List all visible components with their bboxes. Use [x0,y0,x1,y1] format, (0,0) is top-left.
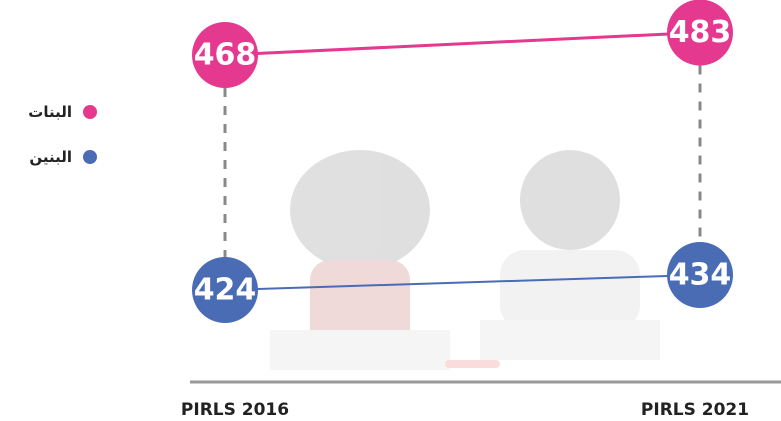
value-label: 434 [669,258,732,293]
value-label: 468 [194,38,257,73]
point [667,242,733,308]
point [192,257,258,323]
value-label: 483 [669,15,732,50]
x-tick-label: PIRLS 2016 [181,400,289,420]
series-line [224,274,701,291]
x-tick-label: PIRLS 2021 [641,400,749,420]
value-label: 424 [194,273,257,308]
legend-label: البنين [29,148,72,166]
illustration [270,150,660,370]
point [667,0,733,66]
series-line [224,31,701,57]
legend-label: البنات [28,103,72,121]
legend-marker [83,150,97,164]
legend-marker [83,105,97,119]
point [192,22,258,88]
